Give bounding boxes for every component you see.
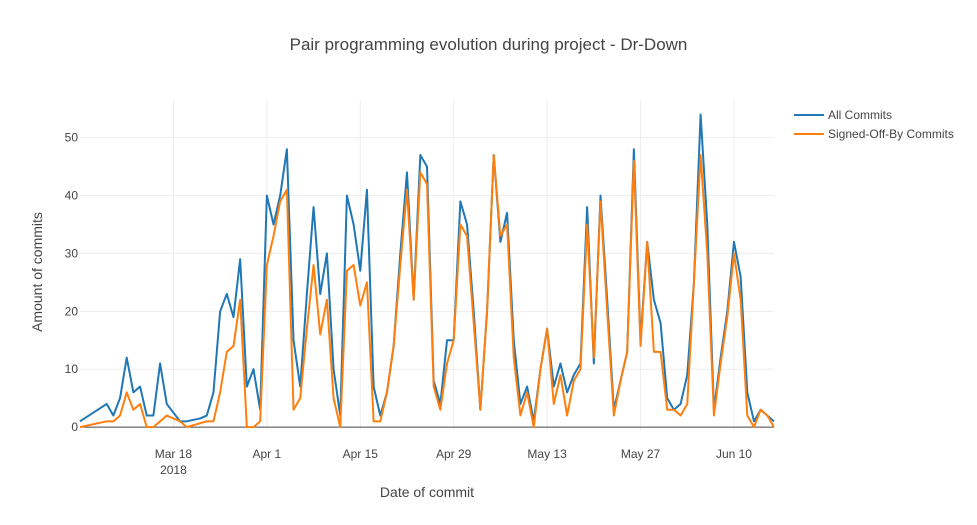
x-gridlines: [172, 100, 735, 430]
y-axis-title: Amount of commits: [29, 212, 45, 332]
x-axis-title: Date of commit: [380, 484, 474, 500]
y-tick-label: 20: [65, 304, 79, 318]
chart-title: Pair programming evolution during projec…: [290, 35, 688, 54]
series-line-signed-off-by-commits: [79, 154, 775, 429]
legend-label: Signed-Off-By Commits: [828, 127, 954, 141]
x-tick-year-label: 2018: [160, 463, 187, 477]
y-tick-label: 10: [65, 362, 79, 376]
y-tick-label: 0: [71, 420, 78, 434]
series-lines: [79, 113, 775, 429]
y-axis-ticks: 0 10 20 30 40 50: [65, 131, 79, 434]
x-tick-label: May 27: [621, 447, 661, 461]
y-tick-label: 30: [65, 246, 79, 260]
plot-area: [79, 100, 775, 430]
legend-label: All Commits: [828, 108, 892, 122]
x-tick-label: Apr 1: [253, 447, 282, 461]
legend-item-signed-off-by-commits[interactable]: Signed-Off-By Commits: [794, 127, 954, 141]
y-gridlines: [80, 137, 774, 370]
x-tick-label: Apr 15: [343, 447, 379, 461]
x-tick-label: Jun 10: [716, 447, 752, 461]
x-tick-label: Apr 29: [436, 447, 472, 461]
legend-item-all-commits[interactable]: All Commits: [794, 108, 892, 122]
x-tick-label: May 13: [527, 447, 567, 461]
y-tick-label: 40: [65, 189, 79, 203]
y-tick-label: 50: [65, 131, 79, 145]
legend[interactable]: All Commits Signed-Off-By Commits: [794, 108, 954, 141]
x-axis-ticks: Mar 18 2018 Apr 1 Apr 15 Apr 29 May 13 May 27 J…: [155, 447, 753, 477]
x-tick-label: Mar 18: [155, 447, 193, 461]
series-line-all-commits: [79, 113, 775, 423]
